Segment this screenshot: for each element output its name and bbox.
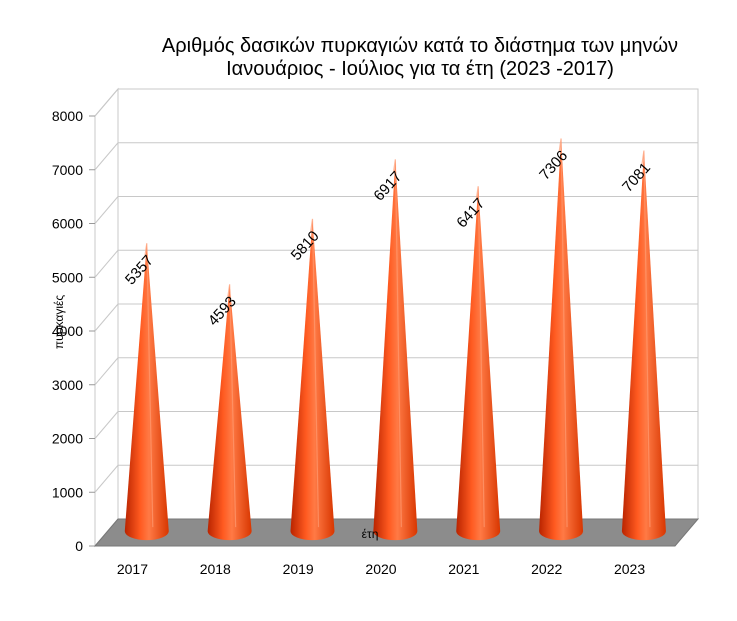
y-axis-ticks: 0 1000 2000 3000 4000 5000 6000 7000 8000 (52, 108, 83, 554)
data-cones (124, 138, 666, 541)
gridline-side (94, 88, 119, 117)
gridline-side (94, 142, 119, 171)
x-tick-label: 2018 (200, 561, 231, 577)
cone-2020 (373, 159, 418, 541)
y-tick-label: 5000 (52, 269, 83, 285)
cone-2022 (539, 138, 584, 541)
cone-2018 (207, 284, 252, 541)
cone-body (539, 138, 584, 541)
x-tick-label: 2022 (531, 561, 562, 577)
cone-body (207, 284, 252, 541)
cone-2021 (456, 186, 501, 541)
cone-2023 (621, 150, 666, 541)
cone-body (373, 159, 418, 541)
gridline-side (94, 464, 119, 493)
x-tick-label: 2019 (283, 561, 314, 577)
x-tick-label: 2023 (614, 561, 645, 577)
chart-title-line-1: Αριθμός δασικών πυρκαγιών κατά το διάστη… (162, 35, 678, 57)
gridline-side (94, 303, 119, 332)
cone-highlight (558, 138, 568, 528)
x-tick-label: 2021 (448, 561, 479, 577)
gridline-side (94, 249, 119, 278)
y-tick-label: 3000 (52, 377, 83, 393)
cone-body (621, 150, 666, 541)
cone-highlight (641, 150, 651, 528)
x-axis-ticks: 2017 2018 2019 2020 2021 2022 2023 (117, 561, 646, 577)
y-tick-label: 1000 (52, 484, 83, 500)
cone-body (124, 243, 169, 541)
x-tick-label: 2017 (117, 561, 148, 577)
gridline-side (94, 196, 119, 224)
cone-highlight (144, 243, 154, 528)
cone-2017 (124, 243, 169, 541)
cone-highlight (475, 186, 485, 528)
y-tick-label: 4000 (52, 323, 83, 339)
gridline-side (94, 411, 119, 439)
cone-highlight (309, 218, 320, 528)
y-tick-label: 0 (75, 538, 83, 554)
cone-2019 (290, 218, 335, 541)
x-tick-label: 2020 (365, 561, 396, 577)
y-tick-label: 8000 (52, 108, 83, 124)
cone-highlight (392, 159, 402, 528)
y-tick-label: 2000 (52, 431, 83, 447)
y-tick-label: 6000 (52, 216, 83, 232)
x-axis-label: έτη (362, 527, 379, 541)
y-tick-label: 7000 (52, 162, 83, 178)
gridline-side (94, 357, 119, 386)
cone-body (456, 186, 501, 541)
chart-title-line-2: Ιανουάριος - Ιούλιος για τα έτη (2023 -2… (226, 58, 614, 80)
y-axis-label: πυρκαγιές (52, 295, 66, 349)
cone-highlight (227, 284, 237, 528)
cone-body (290, 218, 335, 541)
